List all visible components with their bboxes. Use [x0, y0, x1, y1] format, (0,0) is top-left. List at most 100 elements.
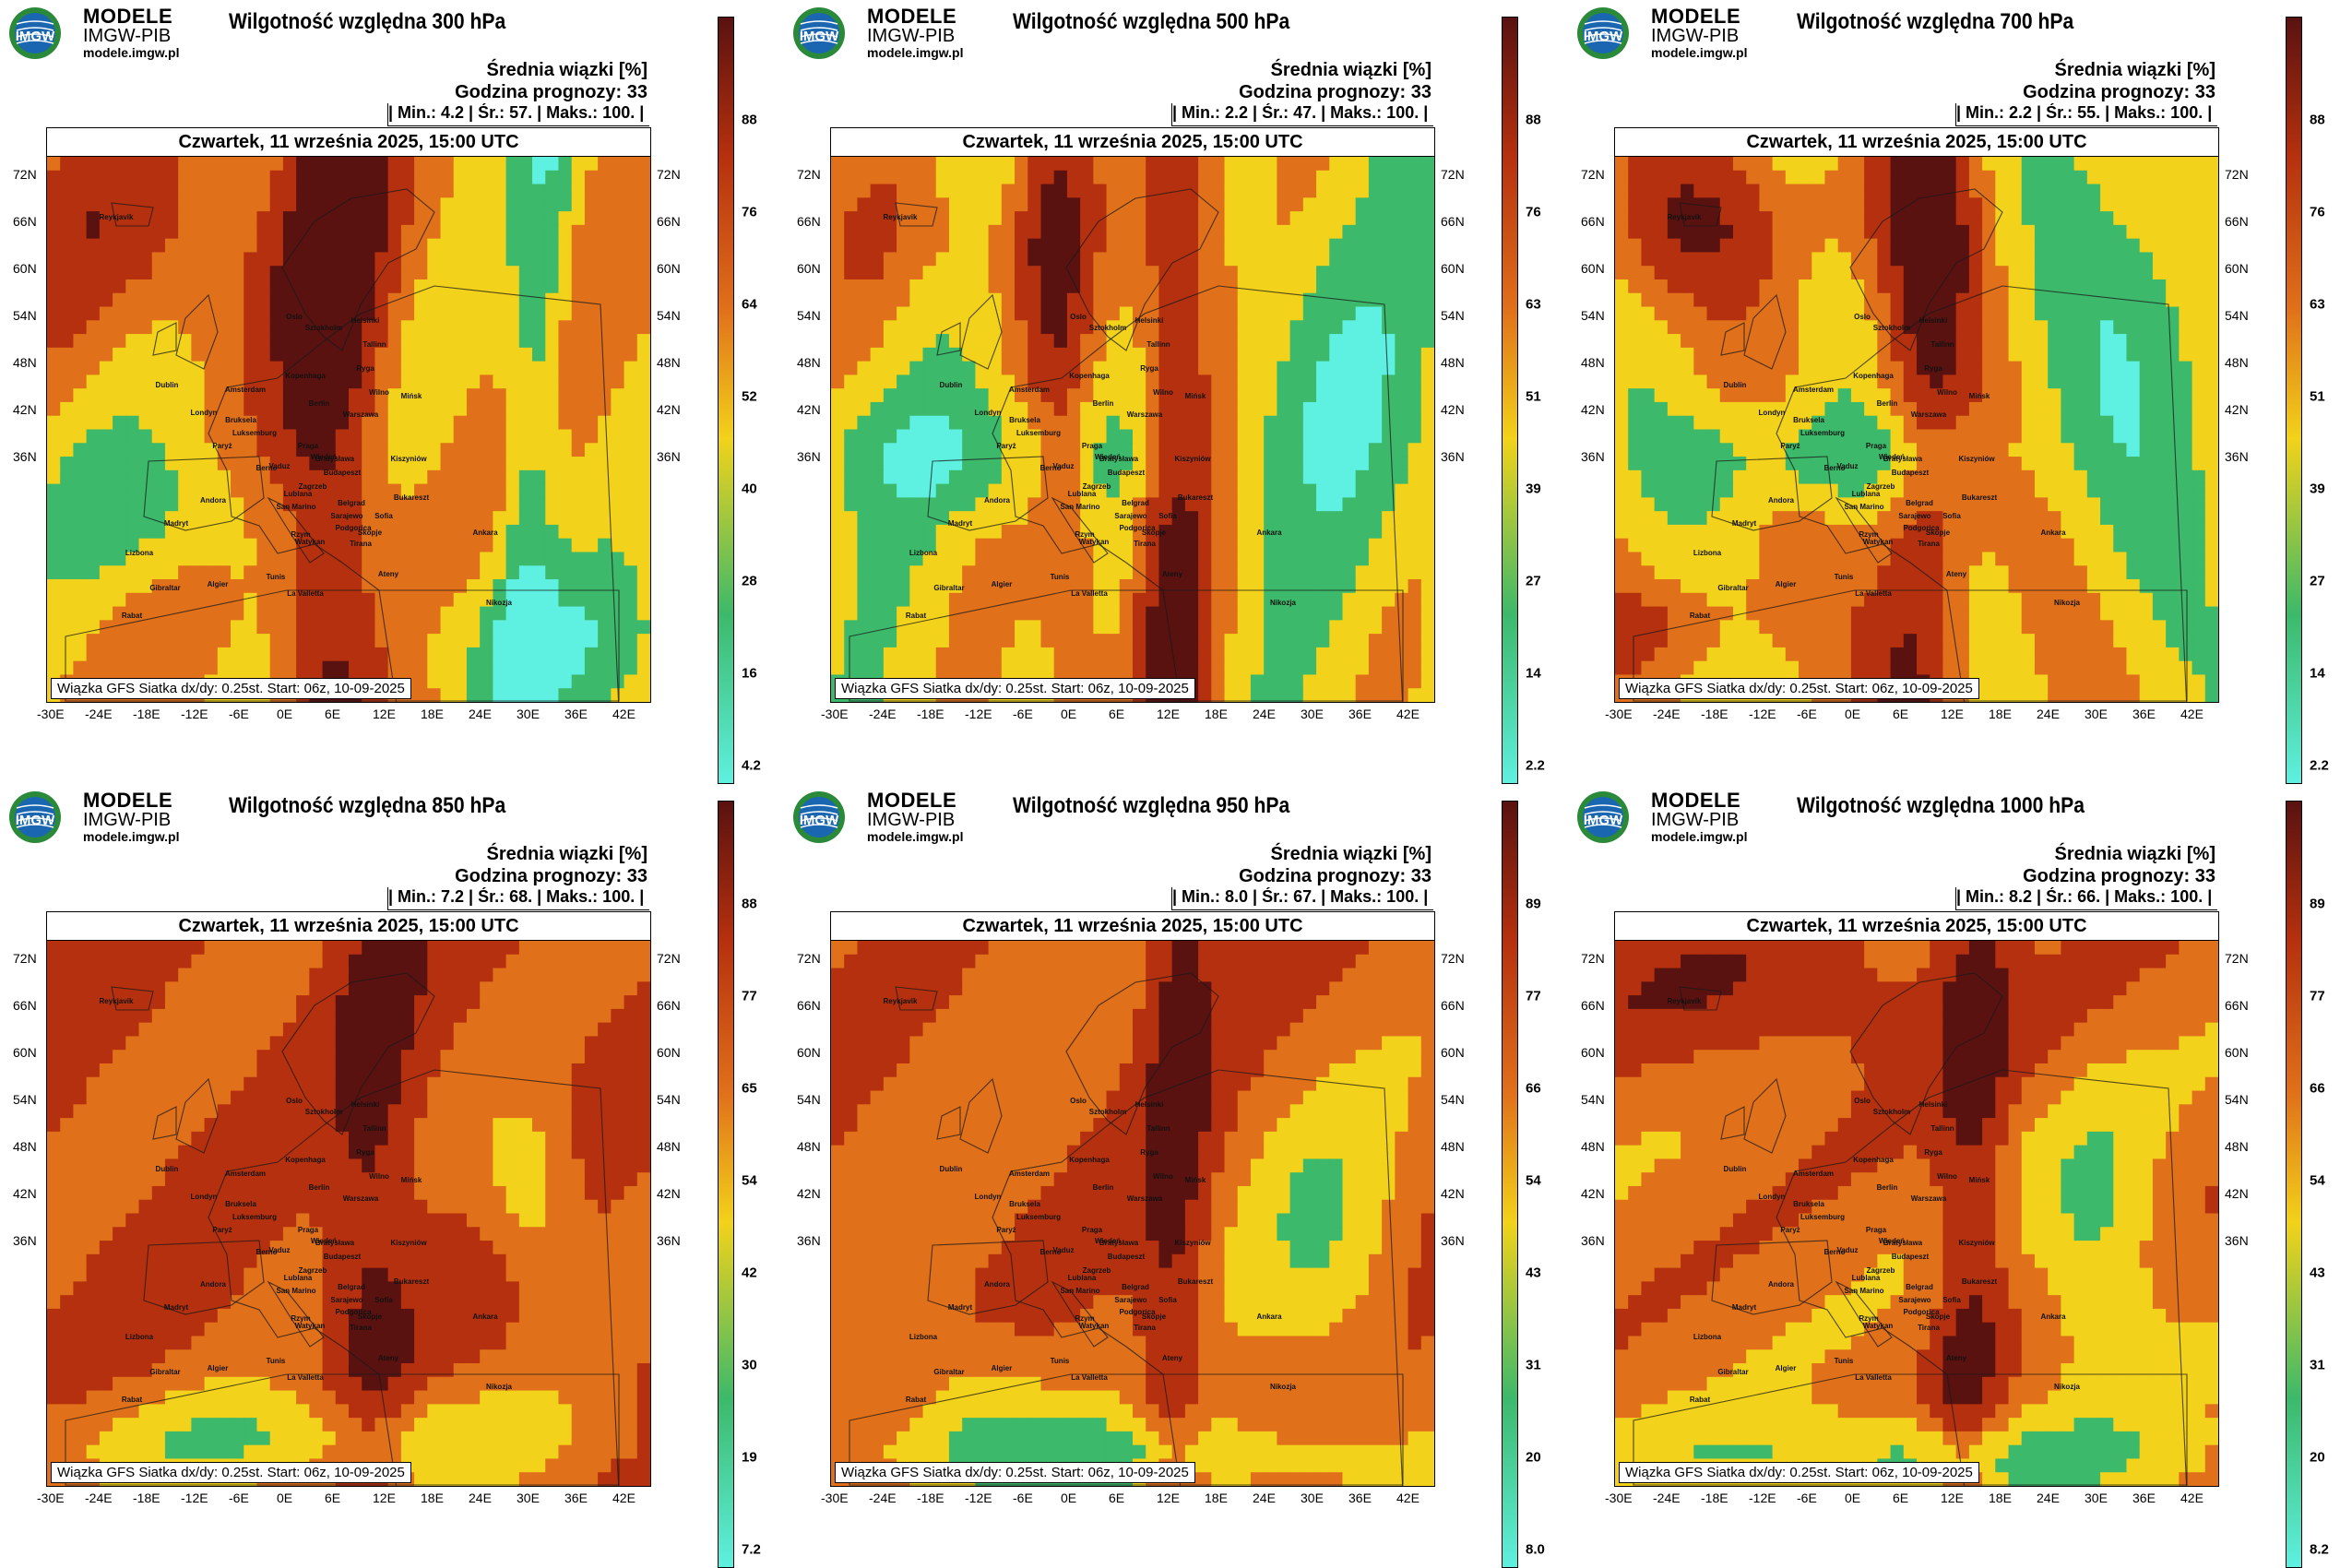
humidity-cell [1799, 443, 1812, 457]
humidity-cell [1982, 157, 1996, 172]
humidity-cell [558, 266, 573, 280]
humidity-cell [1119, 157, 1134, 172]
humidity-cell [1342, 660, 1357, 676]
humidity-cell [518, 320, 533, 335]
humidity-cell [598, 306, 612, 321]
humidity-cell [2204, 184, 2218, 198]
humidity-cell [2113, 184, 2128, 198]
humidity-cell [1080, 620, 1094, 635]
humidity-cell [1982, 429, 1996, 444]
humidity-cell [296, 483, 310, 498]
brand-url[interactable]: modele.imgw.pl [83, 45, 180, 61]
humidity-cell [362, 660, 376, 676]
humidity-cell [611, 320, 625, 335]
humidity-cell [1237, 170, 1252, 185]
humidity-cell [1746, 415, 1760, 431]
humidity-cell [1053, 374, 1068, 389]
humidity-cell [1408, 674, 1422, 689]
humidity-cell [1382, 457, 1396, 471]
humidity-cell [1119, 524, 1134, 540]
humidity-cell [2008, 238, 2023, 254]
humidity-cell [1719, 184, 1734, 198]
humidity-cell [611, 606, 625, 621]
humidity-cell [2192, 292, 2206, 308]
humidity-cell [1198, 211, 1212, 226]
humidity-cell [309, 511, 324, 526]
humidity-cell [558, 224, 573, 240]
humidity-cell [1615, 469, 1629, 485]
humidity-cell [151, 197, 166, 212]
humidity-cell [558, 634, 573, 648]
humidity-cell [505, 443, 520, 457]
humidity-cell [400, 157, 415, 172]
humidity-cell [505, 374, 520, 389]
humidity-cell [1277, 184, 1291, 198]
humidity-cell [545, 579, 560, 594]
humidity-cell [99, 483, 113, 498]
humidity-cell [1837, 469, 1852, 485]
humidity-cell [164, 170, 179, 185]
humidity-cell [518, 224, 533, 240]
humidity-cell [1277, 552, 1291, 566]
humidity-cell [611, 361, 625, 375]
humidity-cell [427, 579, 442, 594]
humidity-cell [1133, 524, 1146, 540]
humidity-map: OsloSztokholmHelsinkiTallinnRygaKopenhag… [1615, 157, 2218, 702]
humidity-cell [571, 388, 586, 403]
humidity-cell [870, 415, 885, 431]
humidity-cell [1302, 197, 1317, 212]
brand-url[interactable]: modele.imgw.pl [867, 45, 964, 61]
humidity-cell [1615, 184, 1629, 198]
humidity-cell [244, 443, 258, 457]
humidity-cell [962, 660, 976, 676]
brand-url[interactable]: modele.imgw.pl [1651, 45, 1748, 61]
humidity-cell [493, 388, 507, 403]
humidity-cell [493, 688, 507, 702]
humidity-cell [1080, 660, 1094, 676]
humidity-cell [1420, 660, 1434, 676]
humidity-cell [1917, 429, 1930, 444]
humidity-cell [2048, 347, 2061, 362]
humidity-cell [1198, 443, 1212, 457]
humidity-cell [362, 429, 376, 444]
humidity-cell [1171, 388, 1186, 403]
humidity-cell [125, 184, 140, 198]
humidity-cell [269, 469, 284, 485]
humidity-cell [1053, 157, 1068, 172]
humidity-cell [1158, 634, 1173, 648]
humidity-cell [844, 620, 859, 635]
humidity-cell [558, 565, 573, 580]
humidity-cell [60, 606, 75, 621]
humidity-cell [935, 334, 950, 349]
humidity-cell [1681, 361, 1694, 375]
humidity-cell [1968, 401, 1983, 417]
humidity-cell [400, 334, 415, 349]
humidity-cell [1746, 266, 1760, 280]
humidity-cell [831, 320, 845, 335]
humidity-cell [1812, 469, 1826, 485]
humidity-cell [1654, 443, 1669, 457]
humidity-cell [1093, 620, 1108, 635]
humidity-cell [1641, 361, 1656, 375]
humidity-cell [1812, 415, 1826, 431]
humidity-cell [2086, 334, 2101, 349]
humidity-cell [2048, 320, 2061, 335]
humidity-cell [99, 457, 113, 471]
humidity-cell [1171, 347, 1186, 362]
humidity-cell [453, 429, 468, 444]
humidity-cell [296, 334, 310, 349]
humidity-cell [1746, 252, 1760, 267]
humidity-cell [1080, 401, 1094, 417]
humidity-cell [1955, 170, 1970, 185]
humidity-cell [505, 457, 520, 471]
humidity-cell [1015, 334, 1028, 349]
humidity-cell [988, 320, 1003, 335]
humidity-cell [1917, 279, 1930, 294]
humidity-cell [73, 429, 88, 444]
humidity-cell [191, 197, 206, 212]
humidity-cell [1706, 401, 1721, 417]
humidity-cell [374, 361, 389, 375]
humidity-cell [2073, 211, 2088, 226]
humidity-cell [1785, 388, 1800, 403]
humidity-cell [99, 415, 113, 431]
